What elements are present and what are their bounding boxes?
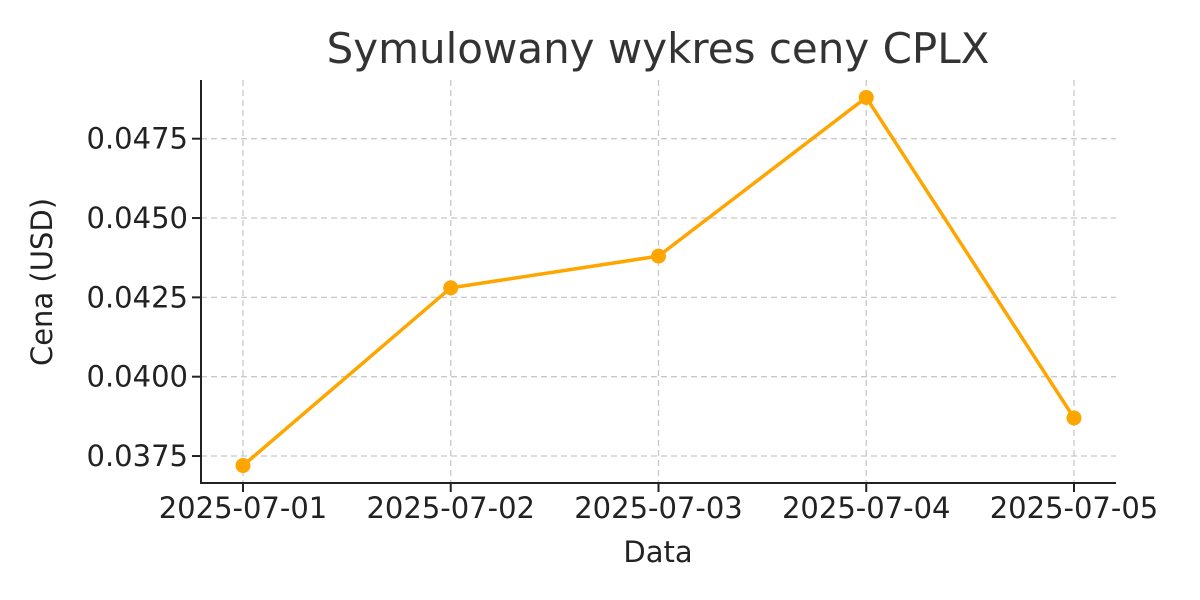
chart-title: Symulowany wykres ceny CPLX <box>327 24 990 73</box>
x-tick-label: 2025-07-04 <box>782 491 951 525</box>
y-tick-label: 0.0375 <box>87 439 188 473</box>
data-point <box>858 89 874 105</box>
data-point <box>651 248 666 264</box>
y-tick-label: 0.0425 <box>87 280 188 314</box>
x-tick-label: 2025-07-05 <box>990 491 1159 525</box>
y-tick-label: 0.0400 <box>87 360 188 394</box>
ticks: 2025-07-01 2025-07-02 2025-07-03 2025-07-04… <box>87 122 1159 525</box>
data-point <box>235 458 251 474</box>
grid <box>201 80 1116 483</box>
x-axis-label: Data <box>623 535 692 569</box>
series-layer <box>235 89 1082 474</box>
x-tick-label: 2025-07-03 <box>574 491 743 525</box>
x-tick-label: 2025-07-01 <box>159 491 328 525</box>
y-tick-label: 0.0450 <box>87 201 188 235</box>
y-tick-label: 0.0475 <box>87 122 188 156</box>
y-axis-label: Cena (USD) <box>25 198 59 366</box>
data-point <box>443 280 459 296</box>
data-point <box>1066 410 1082 426</box>
x-tick-label: 2025-07-02 <box>366 491 535 525</box>
